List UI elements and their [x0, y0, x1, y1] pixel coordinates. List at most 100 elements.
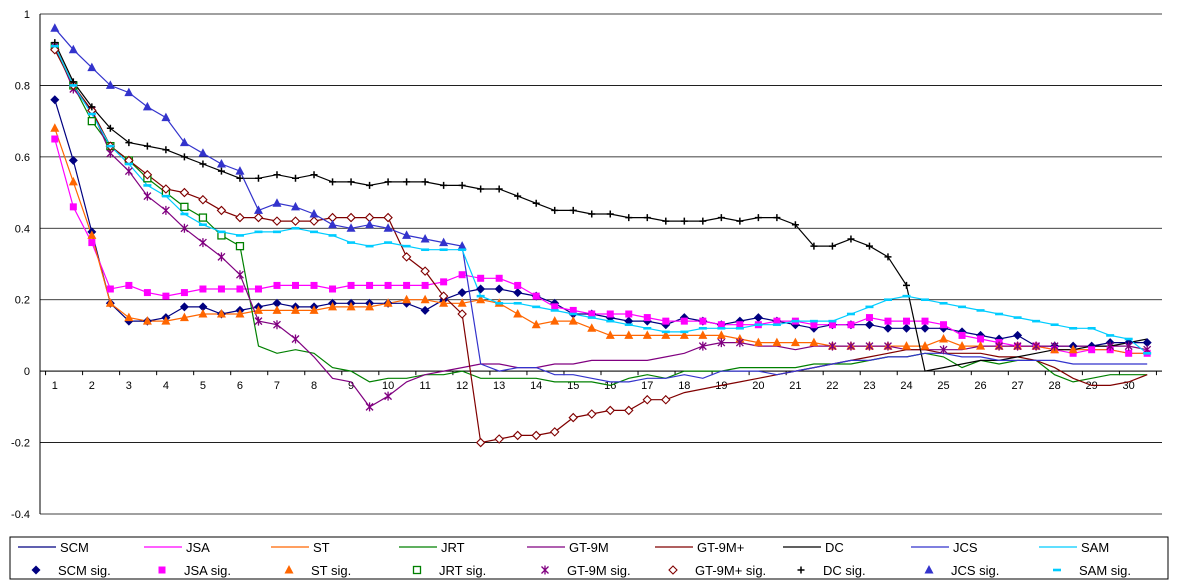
y-tick-label: 0: [24, 366, 30, 378]
marker-jsa: [273, 281, 281, 289]
marker-jsa: [958, 331, 966, 339]
legend-label: JCS sig.: [951, 563, 999, 578]
marker-scm: [198, 302, 208, 312]
marker-st: [920, 341, 930, 350]
marker-dc: [403, 178, 411, 186]
marker-sam: [513, 301, 522, 305]
marker-sam: [606, 319, 615, 323]
marker-sam: [587, 316, 596, 319]
marker-gt9mplus: [438, 291, 449, 301]
x-tick-label: 19: [715, 380, 727, 392]
marker-dc: [810, 242, 818, 250]
marker-st: [457, 298, 467, 307]
x-tick-label: 4: [163, 380, 169, 392]
marker-sam: [495, 301, 504, 305]
marker-dc: [347, 178, 355, 186]
marker-st: [142, 316, 152, 325]
marker-sam: [717, 326, 726, 330]
marker-scm: [624, 316, 634, 326]
legend-marker-swatch: [1053, 568, 1061, 572]
marker-dc: [514, 192, 522, 200]
marker-scm: [68, 155, 78, 165]
marker-jsa: [217, 285, 225, 293]
marker-gt9mplus: [142, 169, 153, 180]
legend-marker-swatch: [31, 565, 41, 575]
marker-dc: [273, 171, 281, 179]
x-tick-label: 25: [937, 380, 949, 392]
marker-jcs: [365, 219, 375, 229]
marker-sam: [643, 326, 652, 330]
marker-scm: [494, 284, 504, 294]
x-tick-label: 14: [530, 380, 542, 392]
marker-jcs: [198, 148, 208, 157]
marker-gt9mplus: [494, 434, 504, 444]
marker-gt9mplus: [383, 212, 393, 223]
marker-dc: [865, 242, 873, 250]
marker-sam: [846, 312, 855, 316]
marker-dc: [736, 217, 744, 225]
marker-sam: [272, 230, 281, 234]
marker-sam: [532, 305, 541, 309]
legend-marker-swatch: [797, 566, 805, 574]
marker-sam: [235, 234, 244, 237]
marker-gt9m: [1124, 341, 1133, 351]
marker-scm: [1013, 330, 1023, 340]
marker-jcs: [87, 62, 97, 72]
marker-sam: [772, 323, 781, 327]
marker-sam: [310, 230, 319, 234]
marker-jcs: [124, 87, 134, 97]
legend: SCM SCM sig. JSA JSA sig. ST ST sig. JRT JRT si…: [9, 536, 1169, 580]
marker-st: [624, 330, 634, 339]
marker-st: [291, 305, 301, 314]
marker-gt9m: [1106, 341, 1115, 351]
legend-marker-swatch: [412, 565, 422, 575]
marker-jsa: [902, 317, 910, 325]
legend-label: GT-9M+: [697, 540, 744, 555]
y-axis-tick-labels: -0.4 -0.2 0 0.2 0.4 0.6 0.8 1: [11, 9, 30, 521]
marker-st: [105, 298, 115, 307]
marker-jrt: [235, 241, 245, 251]
legend-label: SAM sig.: [1079, 563, 1131, 578]
marker-jcs: [291, 201, 301, 211]
marker-st: [716, 330, 726, 339]
marker-dc: [532, 199, 540, 207]
marker-jsa: [254, 285, 262, 293]
y-tick-label: -0.4: [11, 509, 30, 521]
marker-dc: [180, 153, 188, 161]
marker-scm: [457, 288, 467, 298]
marker-jcs: [235, 166, 245, 175]
marker-gt9m: [735, 338, 744, 348]
marker-st: [513, 309, 523, 318]
marker-st: [50, 123, 60, 132]
marker-sam: [1050, 323, 1059, 327]
x-tick-label: 17: [641, 380, 653, 392]
marker-jsa: [199, 285, 207, 293]
marker-sam: [328, 234, 337, 237]
marker-scm: [272, 298, 282, 308]
marker-jcs: [328, 219, 338, 229]
marker-jsa: [88, 239, 96, 247]
marker-scm: [513, 288, 523, 298]
marker-st: [531, 319, 541, 329]
marker-st: [439, 298, 449, 307]
marker-dc: [902, 281, 910, 289]
marker-dc: [495, 185, 503, 193]
marker-dc: [254, 174, 262, 182]
y-tick-label: -0.2: [11, 438, 30, 450]
marker-jsa: [180, 289, 188, 297]
marker-dc: [699, 217, 707, 225]
marker-sam: [365, 244, 374, 248]
marker-sam: [828, 319, 837, 323]
marker-sam: [791, 319, 800, 323]
marker-jcs: [68, 44, 78, 54]
marker-jsa: [921, 317, 929, 325]
marker-sam: [976, 309, 985, 312]
gridlines: [40, 13, 1162, 515]
y-tick-label: 0.6: [15, 152, 30, 164]
marker-jsa: [1069, 349, 1077, 357]
marker-jcs: [439, 237, 449, 247]
marker-st: [383, 298, 393, 307]
marker-sam: [624, 323, 633, 327]
x-tick-label: 16: [604, 380, 616, 392]
marker-sam: [180, 212, 189, 216]
